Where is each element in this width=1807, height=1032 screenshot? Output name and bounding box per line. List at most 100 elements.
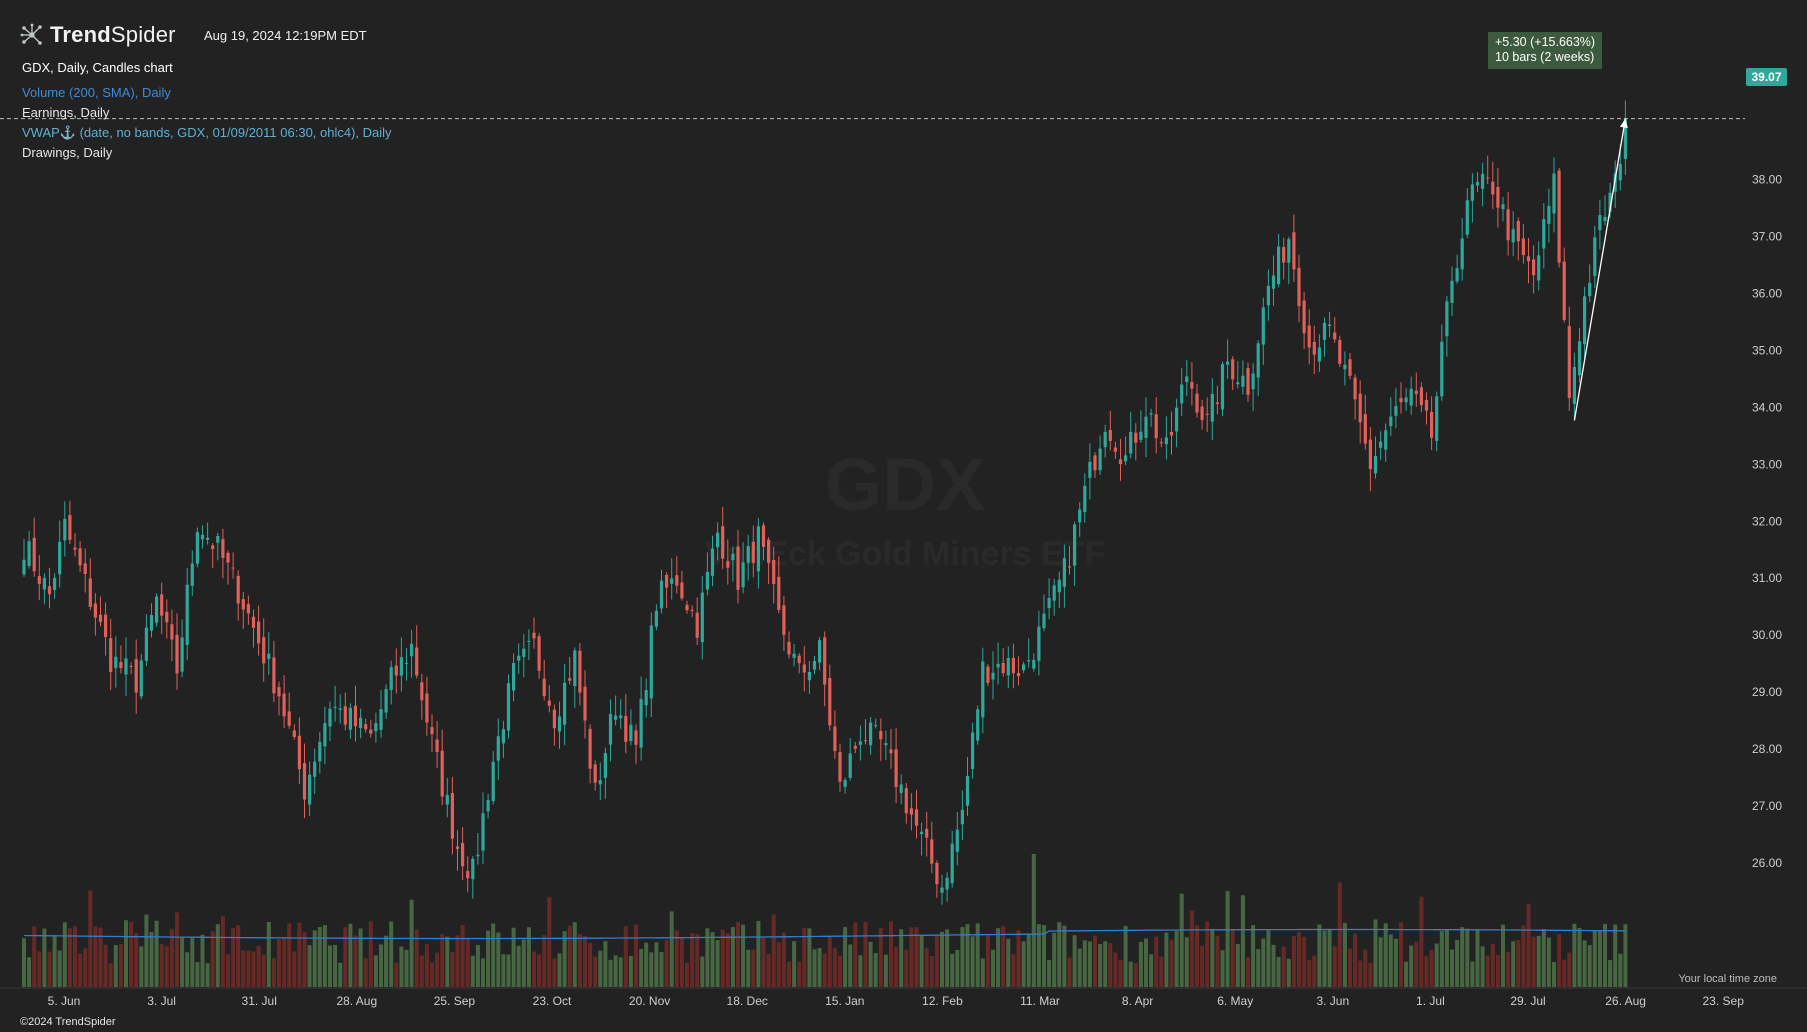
candle <box>1547 188 1551 243</box>
candle <box>1486 155 1490 184</box>
candle <box>440 729 444 806</box>
candle <box>1557 168 1561 268</box>
volume-bar <box>1603 924 1607 987</box>
x-tick-label: 6. May <box>1217 994 1253 1008</box>
candle <box>909 793 913 831</box>
candle <box>991 651 995 700</box>
volume-bar <box>802 927 807 987</box>
price-axis[interactable]: 38.00 37.00 36.00 35.00 34.00 33.00 32.00 31.00… <box>1752 173 1782 871</box>
volume-bar <box>1235 943 1240 987</box>
candle <box>552 704 556 746</box>
x-tick-label: 15. Jan <box>825 994 864 1008</box>
candle <box>78 541 82 573</box>
x-tick-label: 28. Aug <box>336 994 377 1008</box>
volume-bar <box>394 962 399 987</box>
volume-bar <box>572 922 577 987</box>
candle <box>486 793 490 819</box>
volume-bar <box>338 962 343 987</box>
legend-chart[interactable]: GDX, Daily, Candles chart <box>22 60 173 75</box>
volume-bar <box>924 948 929 987</box>
volume-bar <box>42 928 47 987</box>
volume-bar <box>751 949 756 987</box>
volume-bar <box>1307 960 1312 987</box>
legend-volume[interactable]: Volume (200, SMA), Daily <box>22 85 171 100</box>
candle <box>1144 397 1148 458</box>
trendspider-logo[interactable]: TrendSpider <box>20 22 176 48</box>
volume-bar <box>889 921 893 987</box>
volume-bar <box>445 936 450 987</box>
volume-bar <box>996 928 1001 987</box>
volume-bar <box>37 951 42 987</box>
candle <box>833 710 837 759</box>
volume-bar <box>730 927 735 987</box>
volume-bar <box>287 923 292 987</box>
legend-drawings[interactable]: Drawings, Daily <box>22 145 113 160</box>
y-tick-label: 31.00 <box>1752 571 1782 585</box>
volume-bar <box>144 914 149 987</box>
candle <box>425 676 429 736</box>
candle <box>512 653 516 702</box>
volume-bar <box>1138 941 1143 987</box>
candle <box>180 619 184 678</box>
volume-bar <box>1546 937 1551 987</box>
volume-bar <box>797 961 802 987</box>
candle <box>1047 578 1051 620</box>
candle <box>547 684 551 713</box>
candle <box>527 629 531 661</box>
candle <box>262 618 266 682</box>
candle <box>313 748 317 795</box>
candle <box>1577 327 1582 383</box>
volume-bar <box>792 941 797 987</box>
timezone-note: Your local time zone <box>1678 973 1777 985</box>
volume-bar <box>1195 925 1199 987</box>
y-tick-label: 30.00 <box>1752 628 1782 642</box>
candle <box>461 827 465 880</box>
candle <box>22 539 26 577</box>
volume-bar <box>47 951 52 987</box>
volume-bar <box>715 940 720 987</box>
volume-bar <box>960 927 965 987</box>
volume-bar <box>516 945 521 987</box>
x-tick-label: 23. Oct <box>533 994 572 1008</box>
candle <box>751 525 755 578</box>
candle <box>226 550 230 585</box>
candle <box>670 558 674 600</box>
candle <box>802 646 806 692</box>
volume-bar <box>231 928 236 987</box>
candle <box>792 644 796 667</box>
x-tick-label: 8. Apr <box>1122 994 1153 1008</box>
candle <box>1011 643 1015 689</box>
candle <box>904 783 908 824</box>
volume-bar <box>1597 930 1602 987</box>
volume-bar <box>542 934 547 987</box>
volume-bar <box>1047 959 1052 987</box>
legend-earnings[interactable]: Earnings, Daily <box>22 105 110 120</box>
candle <box>828 664 832 731</box>
measure-line[interactable] <box>1573 118 1627 421</box>
volume-bar <box>771 914 776 987</box>
volume-bar <box>384 935 389 987</box>
volume-bar <box>838 955 842 987</box>
volume-bar <box>312 930 317 987</box>
candle <box>675 556 679 594</box>
candle <box>124 637 128 696</box>
candle <box>619 699 623 729</box>
volume-bar <box>261 954 266 987</box>
volume-bar <box>674 930 679 987</box>
volume-bar <box>975 923 980 987</box>
candle <box>634 724 638 764</box>
volume-bar <box>159 944 164 987</box>
candle <box>940 874 944 905</box>
volume-bar <box>807 928 812 987</box>
volume-bar <box>1042 925 1046 987</box>
candle <box>348 703 352 739</box>
candle <box>1006 646 1010 689</box>
candle <box>542 659 546 701</box>
time-axis[interactable]: 5. Jun 3. Jul 31. Jul 28. Aug 25. Sep 23. Oct… <box>0 987 1807 1008</box>
volume-bar <box>1149 954 1154 987</box>
legend-vwap[interactable]: VWAP⚓ (date, no bands, GDX, 01/09/2011 0… <box>22 125 392 140</box>
candle <box>297 717 301 784</box>
volume-bar <box>1511 941 1516 987</box>
volume-bar <box>685 962 689 987</box>
